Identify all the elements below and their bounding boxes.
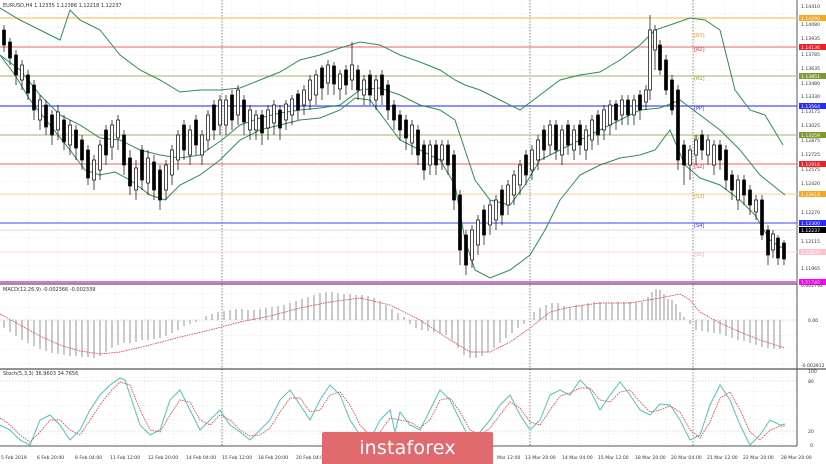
candles	[2, 15, 786, 275]
macd-panel[interactable]: MACD(12,26,9) -0.002366 -0.002339	[0, 283, 825, 369]
svg-text:1.12916: 1.12916	[801, 162, 820, 168]
svg-text:1.12300: 1.12300	[801, 221, 820, 227]
svg-text:[R2]: [R2]	[694, 47, 705, 53]
svg-text:0.00: 0.00	[808, 318, 818, 324]
stoch-k-line	[0, 377, 786, 446]
svg-text:18 Mar 20:00: 18 Mar 20:00	[635, 455, 666, 461]
svg-text:1.12420: 1.12420	[801, 181, 820, 187]
svg-text:[R1]: [R1]	[694, 76, 705, 82]
svg-text:21 Mar 12:00: 21 Mar 12:00	[707, 455, 738, 461]
svg-text:[S2]: [S2]	[694, 164, 704, 170]
svg-text:14 Feb 04:00: 14 Feb 04:00	[186, 455, 216, 461]
svg-text:Mar 12:00: Mar 12:00	[497, 455, 520, 461]
svg-text:15 Mar 12:00: 15 Mar 12:00	[598, 455, 629, 461]
svg-text:[S5]: [S5]	[694, 252, 704, 258]
svg-text:8 Feb 04:00: 8 Feb 04:00	[75, 455, 102, 461]
svg-text:[R3]: [R3]	[694, 33, 705, 39]
current-price-tag: 1.12237	[801, 228, 820, 234]
svg-text:12 Feb 20:00: 12 Feb 20:00	[148, 455, 178, 461]
svg-text:14 Mar 04:00: 14 Mar 04:00	[562, 455, 593, 461]
svg-text:[S1]: [S1]	[694, 135, 704, 141]
svg-text:1.13935: 1.13935	[801, 36, 820, 42]
svg-text:1.11742: 1.11742	[801, 280, 820, 286]
svg-text:1.12618: 1.12618	[801, 192, 820, 198]
svg-text:1.12000: 1.12000	[801, 250, 820, 256]
price-axis[interactable]: 1.14410 1.14080 1.14290 1.13935 1.14136 …	[799, 4, 826, 286]
svg-text:1.14410: 1.14410	[801, 4, 820, 10]
svg-text:[S3]: [S3]	[694, 194, 704, 200]
price-panel[interactable]: [R3] [R2] [R1] [PP] [S1] [S2] [S3] [S4] …	[0, 0, 798, 446]
svg-text:1.12725: 1.12725	[801, 152, 820, 158]
instaforex-watermark: instaforex	[322, 432, 493, 464]
svg-text:1.12115: 1.12115	[801, 239, 820, 245]
svg-text:1.13175: 1.13175	[801, 109, 820, 115]
svg-text:20: 20	[808, 429, 814, 435]
svg-text:1.14136: 1.14136	[801, 45, 820, 51]
macd-title: MACD(12,26,9) -0.002366 -0.002339	[3, 287, 95, 293]
svg-text:1.14290: 1.14290	[801, 16, 820, 22]
svg-text:[PP]: [PP]	[694, 106, 704, 112]
svg-text:0: 0	[810, 443, 813, 449]
svg-text:[S4]: [S4]	[694, 223, 704, 229]
svg-text:1.13330: 1.13330	[801, 94, 820, 100]
svg-text:80: 80	[808, 379, 814, 385]
stoch-d-line	[0, 381, 785, 443]
macd-signal-line	[0, 293, 786, 355]
svg-text:1.13635: 1.13635	[801, 66, 820, 72]
svg-text:1.13851: 1.13851	[801, 74, 820, 80]
svg-text:18 Feb 20:00: 18 Feb 20:00	[258, 455, 288, 461]
svg-text:20 Mar 04:00: 20 Mar 04:00	[671, 455, 702, 461]
macd-histogram	[3, 289, 781, 358]
svg-text:1.12875: 1.12875	[801, 138, 820, 144]
chart-title: EURUSD,H4 1.12335 1.12386 1.12218 1.1223…	[3, 3, 122, 9]
stochastic-panel[interactable]: Stoch(5,3,3) 36.9603 34.7656 100 80 20 0	[0, 368, 826, 449]
svg-text:11 Feb 12:00: 11 Feb 12:00	[110, 455, 140, 461]
svg-text:1.13785: 1.13785	[801, 52, 820, 58]
svg-text:1.13025: 1.13025	[801, 123, 820, 129]
svg-text:1.11965: 1.11965	[801, 266, 820, 272]
svg-text:1.14080: 1.14080	[801, 22, 820, 28]
svg-text:1.13259: 1.13259	[801, 133, 820, 139]
svg-text:1.13480: 1.13480	[801, 81, 820, 87]
svg-text:15 Feb 12:00: 15 Feb 12:00	[222, 455, 252, 461]
svg-text:0.002792: 0.002792	[801, 283, 823, 289]
svg-text:100: 100	[808, 369, 817, 375]
svg-text:6 Feb 20:00: 6 Feb 20:00	[37, 455, 64, 461]
stoch-title: Stoch(5,3,3) 36.9603 34.7656	[3, 371, 78, 377]
svg-text:1.13564: 1.13564	[801, 104, 820, 110]
svg-text:1.12575: 1.12575	[801, 167, 820, 173]
svg-text:13 Mar 20:00: 13 Mar 20:00	[525, 455, 556, 461]
svg-text:-0.003912: -0.003912	[801, 363, 825, 369]
svg-text:1.12270: 1.12270	[801, 210, 820, 216]
svg-text:20 Feb 04:00: 20 Feb 04:00	[296, 455, 326, 461]
svg-text:5 Feb 2019: 5 Feb 2019	[1, 455, 27, 461]
svg-text:28 Mar 20:00: 28 Mar 20:00	[781, 455, 812, 461]
pivot-levels: [R3] [R2] [R1] [PP] [S1] [S2] [S3] [S4] …	[0, 17, 797, 283]
svg-text:22 Mar 20:00: 22 Mar 20:00	[743, 455, 774, 461]
